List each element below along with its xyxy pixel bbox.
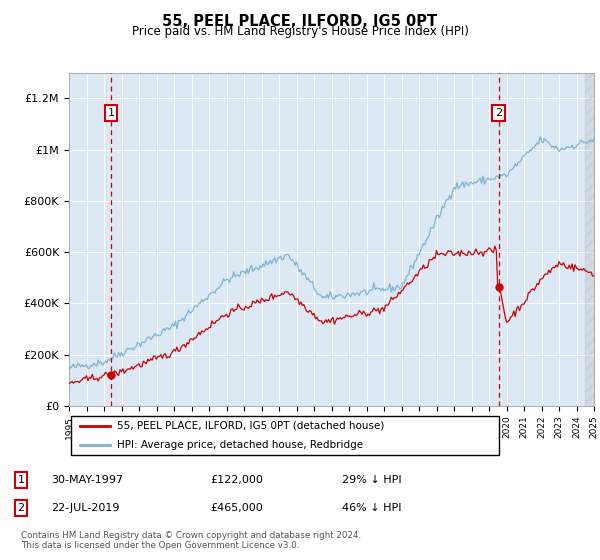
Text: 29% ↓ HPI: 29% ↓ HPI bbox=[342, 475, 401, 485]
Text: 55, PEEL PLACE, ILFORD, IG5 0PT: 55, PEEL PLACE, ILFORD, IG5 0PT bbox=[163, 14, 437, 29]
Text: 1: 1 bbox=[17, 475, 25, 485]
Text: 22-JUL-2019: 22-JUL-2019 bbox=[51, 503, 119, 513]
Text: 55, PEEL PLACE, ILFORD, IG5 0PT (detached house): 55, PEEL PLACE, ILFORD, IG5 0PT (detache… bbox=[116, 421, 384, 431]
Text: 2: 2 bbox=[17, 503, 25, 513]
Text: 2: 2 bbox=[495, 108, 502, 118]
Text: 30-MAY-1997: 30-MAY-1997 bbox=[51, 475, 123, 485]
Text: Contains HM Land Registry data © Crown copyright and database right 2024.
This d: Contains HM Land Registry data © Crown c… bbox=[21, 531, 361, 550]
Text: 46% ↓ HPI: 46% ↓ HPI bbox=[342, 503, 401, 513]
Text: 1: 1 bbox=[107, 108, 115, 118]
Bar bbox=[585, 73, 594, 406]
Text: Price paid vs. HM Land Registry's House Price Index (HPI): Price paid vs. HM Land Registry's House … bbox=[131, 25, 469, 38]
Text: HPI: Average price, detached house, Redbridge: HPI: Average price, detached house, Redb… bbox=[116, 440, 362, 450]
Text: £465,000: £465,000 bbox=[210, 503, 263, 513]
FancyBboxPatch shape bbox=[71, 416, 499, 455]
Text: £122,000: £122,000 bbox=[210, 475, 263, 485]
